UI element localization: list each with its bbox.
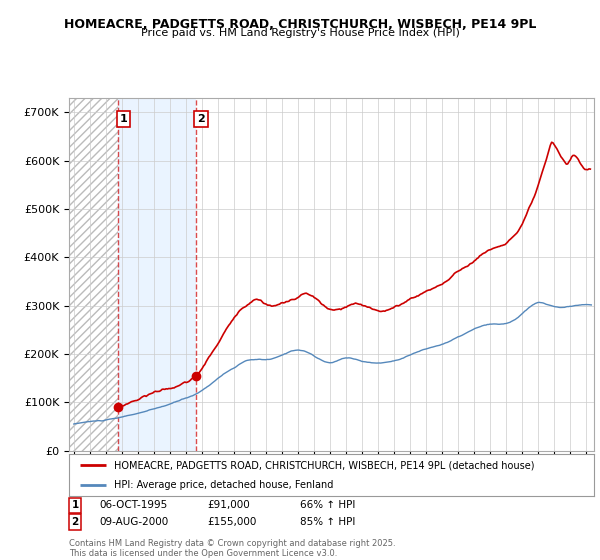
Text: 09-AUG-2000: 09-AUG-2000 [99, 517, 168, 527]
Bar [118, 98, 196, 451]
Text: £155,000: £155,000 [207, 517, 256, 527]
Text: 2: 2 [71, 517, 79, 527]
Text: 2: 2 [197, 114, 205, 124]
Text: 1: 1 [71, 500, 79, 510]
Text: 66% ↑ HPI: 66% ↑ HPI [300, 500, 355, 510]
Bar [69, 98, 118, 451]
Text: HPI: Average price, detached house, Fenland: HPI: Average price, detached house, Fenl… [113, 480, 333, 490]
Text: Price paid vs. HM Land Registry's House Price Index (HPI): Price paid vs. HM Land Registry's House … [140, 28, 460, 38]
Text: 06-OCT-1995: 06-OCT-1995 [99, 500, 167, 510]
Text: £91,000: £91,000 [207, 500, 250, 510]
Text: 85% ↑ HPI: 85% ↑ HPI [300, 517, 355, 527]
Text: 1: 1 [120, 114, 127, 124]
Text: HOMEACRE, PADGETTS ROAD, CHRISTCHURCH, WISBECH, PE14 9PL (detached house): HOMEACRE, PADGETTS ROAD, CHRISTCHURCH, W… [113, 460, 534, 470]
Text: Contains HM Land Registry data © Crown copyright and database right 2025.
This d: Contains HM Land Registry data © Crown c… [69, 539, 395, 558]
Text: HOMEACRE, PADGETTS ROAD, CHRISTCHURCH, WISBECH, PE14 9PL: HOMEACRE, PADGETTS ROAD, CHRISTCHURCH, W… [64, 18, 536, 31]
